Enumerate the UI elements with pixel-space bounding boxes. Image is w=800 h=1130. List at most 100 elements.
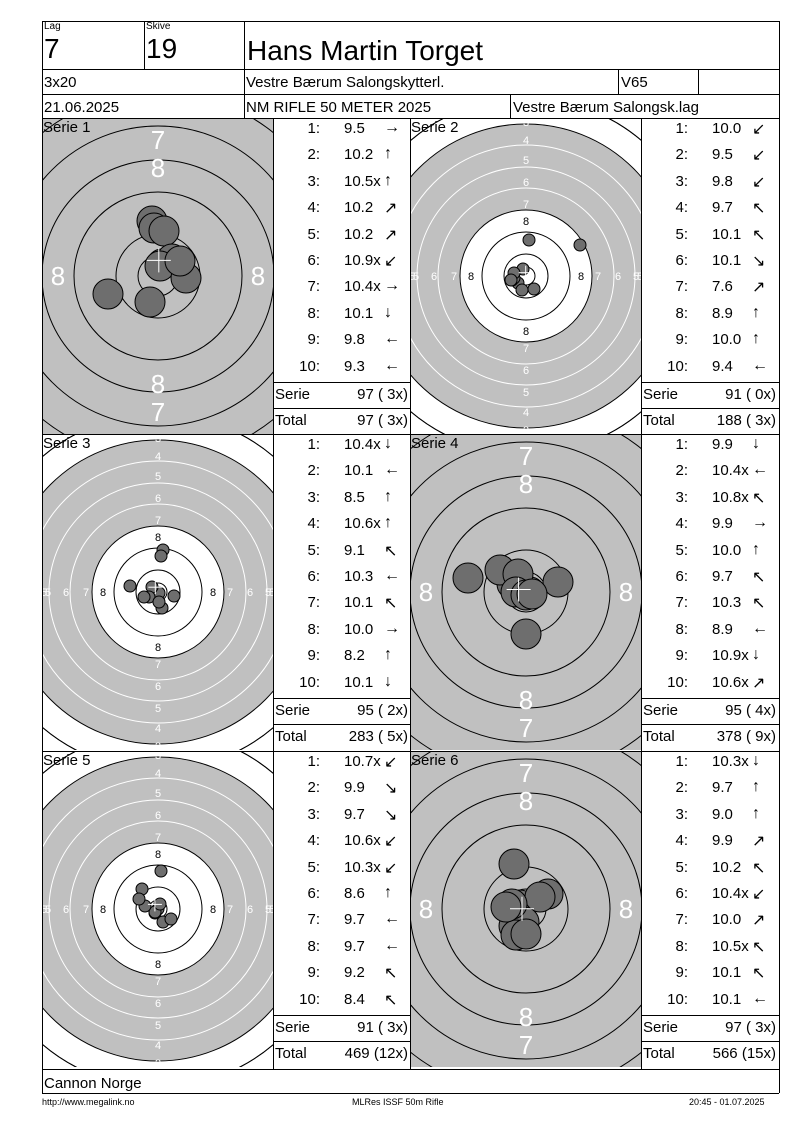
ring-label: 4 bbox=[155, 451, 161, 463]
shot-number: 2: bbox=[307, 462, 320, 480]
ring-label: 7 bbox=[151, 397, 165, 427]
ring-label: 5 bbox=[155, 471, 161, 483]
shot-score: 10.7x bbox=[344, 753, 381, 770]
shot-direction-icon: ↑ bbox=[384, 171, 392, 189]
series-title: Serie 5 bbox=[43, 752, 91, 769]
series-title: Serie 3 bbox=[43, 435, 91, 452]
shot-hit bbox=[123, 579, 137, 593]
shot-score: 9.1 bbox=[344, 541, 365, 559]
shot-number: 6: bbox=[307, 885, 320, 902]
shot-score: 8.4 bbox=[344, 990, 365, 1008]
shot-score: 10.0 bbox=[712, 120, 742, 137]
shot-direction-icon: ↖ bbox=[384, 542, 398, 560]
shot-number: 4: bbox=[675, 199, 688, 217]
shot-number: 2: bbox=[675, 462, 688, 480]
shot-number: 1: bbox=[307, 753, 320, 770]
shot-score: 10.1 bbox=[712, 990, 742, 1008]
shot-score: 9.7 bbox=[712, 779, 733, 797]
shot-score: 8.6 bbox=[344, 885, 365, 902]
shot-direction-icon: ↖ bbox=[752, 965, 766, 983]
shot-number: 1: bbox=[307, 436, 320, 453]
ring-label: 8 bbox=[519, 1002, 533, 1032]
footer-url[interactable]: http://www.megalink.no bbox=[42, 1097, 135, 1107]
shot-score: 10.0 bbox=[712, 911, 742, 929]
shot-score: 9.7 bbox=[344, 937, 365, 955]
ring-label: 3 bbox=[523, 425, 529, 434]
shot-hit bbox=[152, 595, 166, 609]
shot-number: 4: bbox=[675, 515, 688, 533]
shot-number: 3: bbox=[307, 805, 320, 823]
ring-label: 8 bbox=[519, 786, 533, 816]
ring-label: 4 bbox=[155, 723, 161, 735]
shot-score: 9.0 bbox=[712, 805, 733, 823]
shot-score: 10.5x bbox=[712, 937, 749, 955]
ring-label: 7 bbox=[227, 587, 233, 599]
ring-label: 7 bbox=[519, 441, 533, 471]
shot-score: 10.9x bbox=[344, 252, 381, 269]
shot-hit bbox=[510, 918, 542, 950]
series-sum-label: Serie bbox=[643, 1019, 679, 1036]
ring-label: 5 bbox=[155, 788, 161, 800]
shot-number: 5: bbox=[675, 225, 688, 243]
ring-label: 3 bbox=[155, 1058, 161, 1067]
ring-label: 3 bbox=[523, 118, 529, 129]
shot-direction-icon: → bbox=[752, 514, 768, 532]
shot-score: 9.5 bbox=[712, 146, 733, 164]
shot-hit bbox=[164, 912, 178, 926]
shot-direction-icon: ← bbox=[752, 989, 768, 1007]
shot-direction-icon: ↑ bbox=[384, 487, 392, 505]
ring-label: 8 bbox=[155, 642, 161, 654]
shot-score: 8.5 bbox=[344, 488, 365, 506]
shot-score: 7.6 bbox=[712, 278, 733, 296]
ring-label: 5 bbox=[43, 587, 47, 599]
ring-label: 8 bbox=[519, 685, 533, 715]
class: V65 bbox=[621, 74, 648, 91]
shot-direction-icon: ↗ bbox=[384, 200, 398, 218]
ring-label: 5 bbox=[269, 904, 273, 916]
shot-number: 9: bbox=[675, 331, 688, 349]
shot-score: 9.7 bbox=[344, 805, 365, 823]
print-timestamp: 20:45 - 01.07.2025 bbox=[689, 1097, 765, 1107]
shot-direction-icon: ↗ bbox=[752, 833, 766, 851]
ring-label: 8 bbox=[468, 271, 474, 283]
series-sum-label: Serie bbox=[275, 1019, 311, 1036]
ring-label: 8 bbox=[151, 369, 165, 399]
ring-label: 7 bbox=[227, 904, 233, 916]
shot-direction-icon: ↖ bbox=[752, 569, 766, 586]
shot-score: 8.9 bbox=[712, 620, 733, 638]
shot-direction-icon: ↖ bbox=[384, 991, 398, 1009]
shot-number: 9: bbox=[675, 964, 688, 982]
ring-label: 5 bbox=[523, 387, 529, 399]
shot-number: 8: bbox=[675, 620, 688, 638]
shot-direction-icon: ↑ bbox=[384, 145, 392, 163]
shot-score: 10.1 bbox=[344, 304, 374, 322]
shot-score: 10.4x bbox=[344, 436, 381, 453]
shot-hit bbox=[522, 233, 536, 247]
shot-number: 4: bbox=[307, 199, 320, 217]
shot-number: 3: bbox=[675, 488, 688, 506]
running-total-value: 283 ( 5x) bbox=[348, 728, 408, 745]
ring-label: 8 bbox=[523, 216, 529, 228]
shot-score: 8.9 bbox=[712, 304, 733, 322]
ring-label: 8 bbox=[155, 959, 161, 971]
shooter-name: Hans Martin Torget bbox=[247, 35, 484, 66]
ring-label: 7 bbox=[523, 343, 529, 355]
series-sum-value: 97 ( 3x) bbox=[357, 386, 408, 403]
shot-score: 9.5 bbox=[344, 120, 365, 137]
shot-direction-icon: ↘ bbox=[384, 780, 398, 798]
organizer: Cannon Norge bbox=[44, 1075, 142, 1092]
shot-number: 4: bbox=[307, 832, 320, 850]
shot-direction-icon: ← bbox=[752, 619, 768, 637]
shot-score: 9.8 bbox=[712, 172, 733, 190]
shot-hit bbox=[504, 273, 518, 287]
ring-label: 5 bbox=[45, 904, 51, 916]
shot-direction-icon: ↗ bbox=[752, 674, 766, 692]
shot-number: 1: bbox=[675, 753, 688, 770]
shot-number: 2: bbox=[307, 779, 320, 797]
shot-score: 10.4x bbox=[344, 278, 381, 296]
shot-hit bbox=[516, 578, 548, 610]
ring-label: 4 bbox=[523, 407, 529, 419]
shot-number: 10: bbox=[299, 990, 320, 1008]
